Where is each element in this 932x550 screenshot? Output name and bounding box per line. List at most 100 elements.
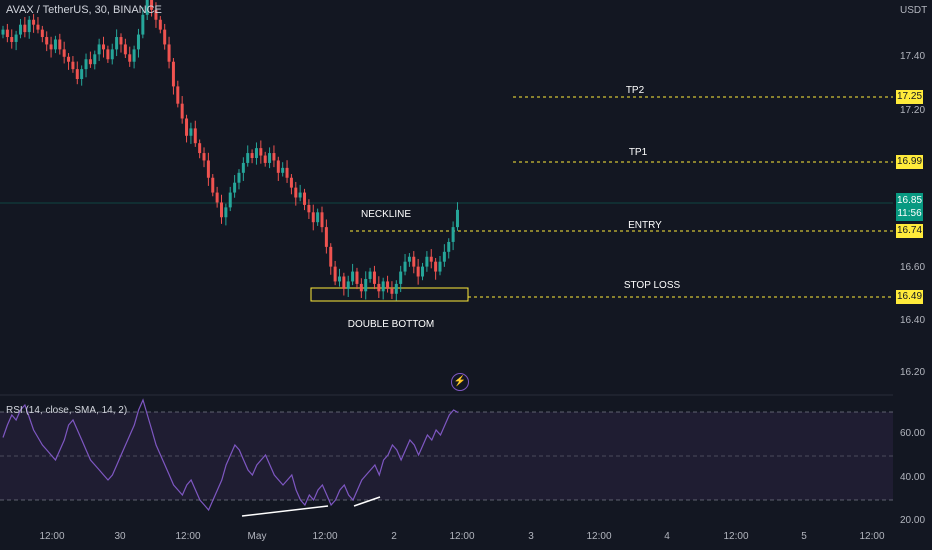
rsi-title[interactable]: RSI (14, close, SMA, 14, 2) [6,405,128,416]
candle-body [198,143,202,154]
candle-body [372,271,376,284]
last-price-badge: 16.85 11:56 [896,193,923,221]
candle-body [23,24,27,33]
candle-body [355,271,359,284]
candle-body [62,49,66,57]
candle-body [88,59,92,65]
candle-body [386,281,390,289]
candle-body [289,177,293,188]
candle-body [150,0,154,10]
rsi-divergence-line-1[interactable] [241,505,329,517]
neckline-label: NECKLINE [360,209,412,220]
rsi-line [2,398,459,512]
candle-body [93,54,97,65]
candle-body [455,209,459,228]
time-tick: 12:00 [175,531,201,542]
candle-body [451,227,455,242]
candle-body [442,251,446,262]
candle-body [110,49,114,60]
time-tick: 12:00 [39,531,65,542]
candle-body [102,44,106,50]
candle-body [364,278,368,292]
candle-body [434,261,438,272]
candle-body [447,241,451,252]
candle-body [224,207,228,218]
tp2-price-badge: 17.25 [896,90,923,104]
candle-body [285,167,289,178]
candle-body [97,44,101,55]
candle-body [237,172,241,183]
candle-body [425,256,429,267]
lightning-icon[interactable]: ⚡ [451,373,469,391]
price-tick: 17.20 [900,105,926,116]
candle-body [71,61,75,70]
candle-body [228,192,232,208]
candle-body [351,271,355,282]
tp2-label: TP2 [625,85,645,96]
candle-body [377,283,381,292]
time-tick: 4 [664,531,670,542]
symbol-title[interactable]: AVAX / TetherUS, 30, BINANCE [6,4,162,16]
candle-body [250,153,254,158]
time-tick: 2 [391,531,397,542]
candle-body [254,148,258,158]
candle-body [167,44,171,62]
candle-body [316,212,320,223]
candle-body [119,37,123,45]
time-tick: 12:00 [312,531,338,542]
candle-body [106,49,110,60]
double-bottom-box[interactable] [310,287,469,302]
candle-body [320,212,324,228]
candle-body [294,187,298,198]
candle-body [220,202,223,218]
candle-body [259,148,263,156]
candle-body [136,34,140,50]
candle-body [75,69,79,79]
candle-body [272,153,276,161]
candle-body [206,160,210,178]
bar-countdown: 11:56 [897,208,922,219]
time-tick: 30 [114,531,126,542]
candle-body [132,49,136,62]
time-tick: 12:00 [859,531,885,542]
candle-body [141,14,145,35]
currency-label: USDT [900,5,928,16]
candle-body [1,29,5,35]
candle-body [189,128,193,136]
time-tick: 12:00 [449,531,475,542]
candle-body [32,19,36,25]
candle-body [193,128,197,144]
candle-body [58,39,62,50]
candle-body [246,153,250,163]
candle-body [163,29,167,45]
entry-price-badge: 16.74 [896,224,923,238]
candle-body [346,281,350,289]
candle-body [171,61,175,87]
time-tick: 3 [528,531,534,542]
candle-body [399,271,403,284]
candle-body [307,204,311,213]
tp1-label: TP1 [628,147,648,158]
candle-body [185,118,189,136]
candle-body [407,256,411,262]
rsi-divergence-line-2[interactable] [353,496,381,507]
candle-body [128,54,132,62]
candle-body [421,266,425,277]
candle-body [40,29,44,38]
candle-body [298,192,302,198]
rsi-tick: 40.00 [900,472,926,483]
candle-body [333,266,337,282]
candle-body [281,167,285,173]
candle-body [429,256,433,262]
candle-body [324,227,328,247]
price-tick: 16.60 [900,262,926,273]
candle-body [202,153,206,161]
double-bottom-label: DOUBLE BOTTOM [347,319,435,330]
candle-body [45,37,49,45]
candle-body [176,86,180,104]
candle-body [115,37,119,50]
candle-body [394,283,398,294]
last-price-value: 16.85 [896,195,923,206]
candle-body [233,182,237,193]
